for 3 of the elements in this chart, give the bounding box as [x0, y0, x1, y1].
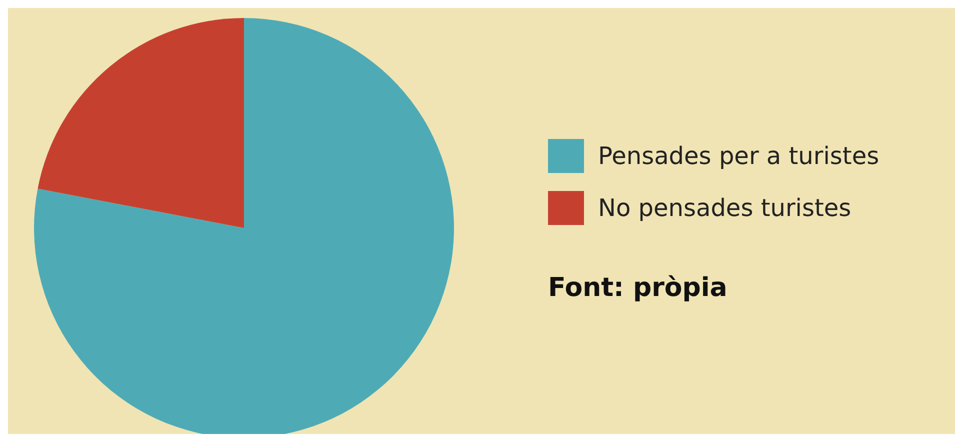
legend-label: No pensades turistes [598, 194, 852, 222]
text: Font: pròpia [548, 273, 728, 303]
legend-label: Pensades per a turistes [598, 142, 880, 170]
